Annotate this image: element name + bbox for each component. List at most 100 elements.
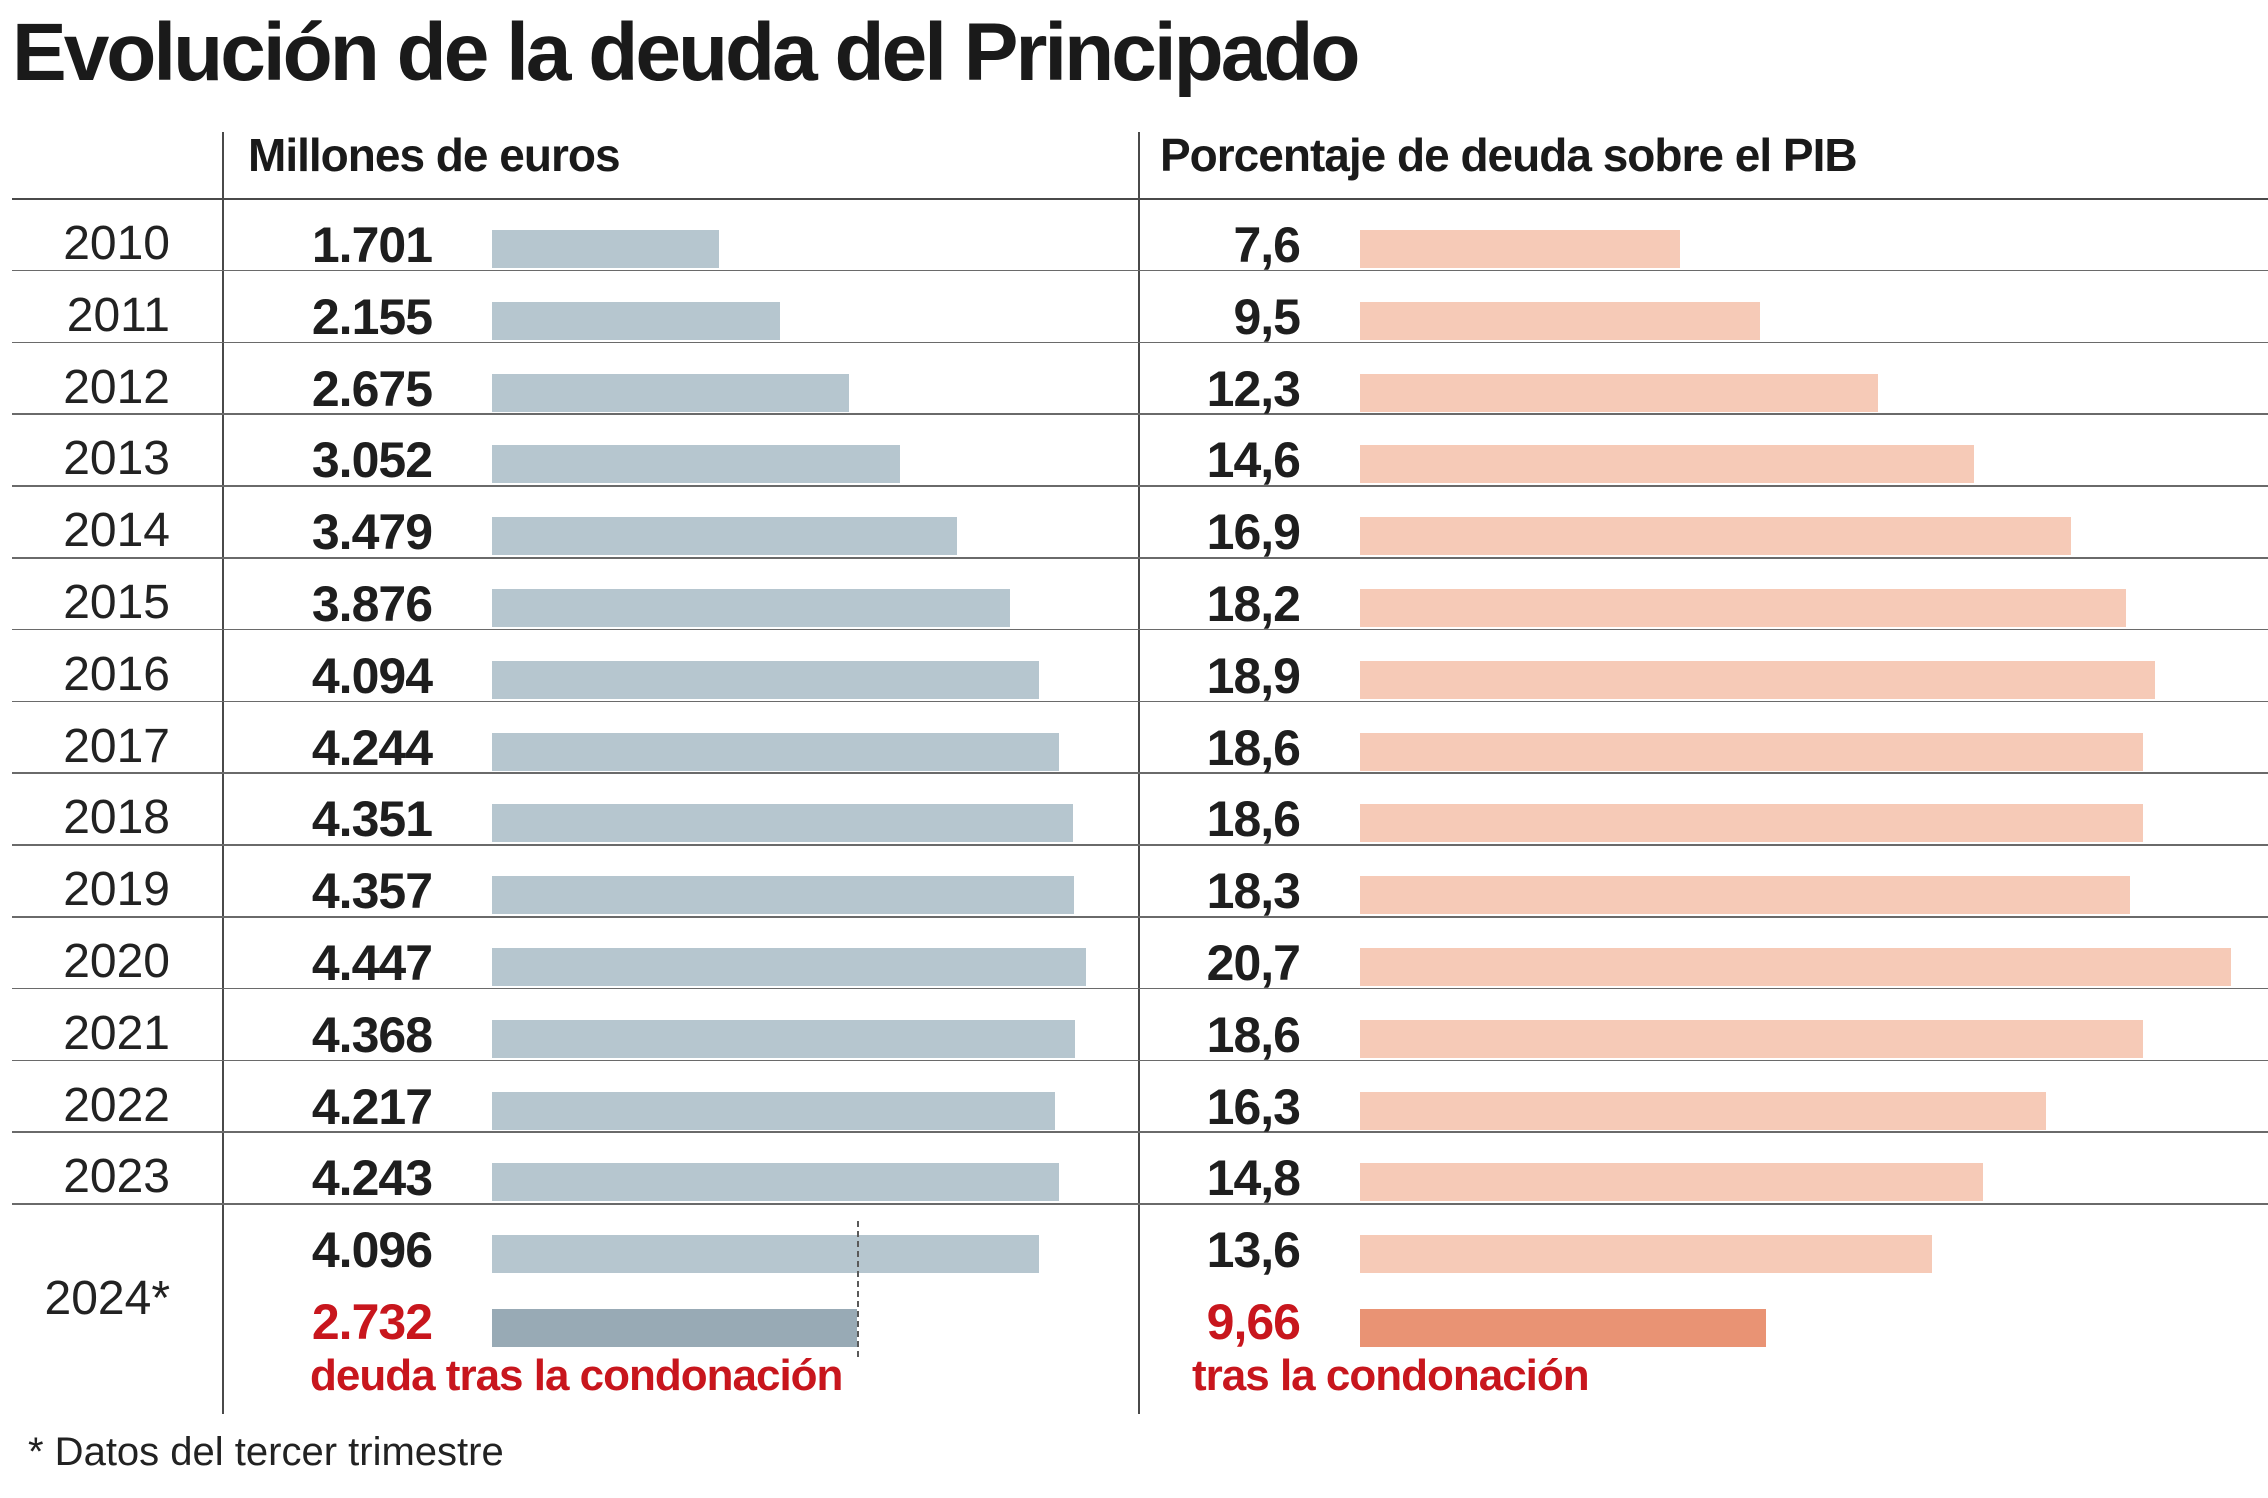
debt-bar bbox=[492, 948, 1086, 986]
debt-after-note: deuda tras la condonación bbox=[310, 1351, 843, 1401]
year-label: 2012 bbox=[63, 360, 170, 414]
debt-bar bbox=[492, 732, 1059, 771]
debt-reference-line bbox=[856, 1221, 859, 1358]
year-label: 2014 bbox=[63, 504, 170, 558]
debt-value-label: 4.094 bbox=[311, 647, 433, 704]
pct-value-label: 18,6 bbox=[1206, 1006, 1301, 1063]
pct-bar bbox=[1360, 589, 2126, 627]
debt-bar bbox=[492, 876, 1074, 915]
debt-after-value-label: 2.732 bbox=[311, 1294, 433, 1351]
debt-value-label: 4.368 bbox=[311, 1006, 433, 1063]
pct-bar bbox=[1360, 445, 1975, 484]
debt-bar bbox=[492, 445, 900, 484]
row-separator bbox=[12, 1059, 2268, 1062]
footnote: * Datos del tercer trimestre bbox=[28, 1430, 504, 1474]
row-separator bbox=[12, 485, 2268, 487]
row-separator bbox=[12, 987, 2268, 990]
pct-bar bbox=[1360, 1163, 1983, 1202]
row-separator bbox=[12, 916, 2268, 918]
debt-value-label: 1.701 bbox=[311, 217, 433, 273]
debt-bar bbox=[492, 804, 1074, 843]
row-separator bbox=[12, 557, 2268, 559]
debt-bar bbox=[492, 301, 780, 340]
pct-bar bbox=[1360, 1235, 1933, 1274]
pct-bar bbox=[1360, 732, 2143, 771]
debt-bar bbox=[492, 1235, 1040, 1274]
row-separator bbox=[12, 700, 2268, 703]
pct-value-label: 9,5 bbox=[1233, 288, 1301, 345]
pct-after-note: tras la condonación bbox=[1192, 1351, 1590, 1401]
debt-column-header: Millones de euros bbox=[248, 129, 621, 181]
pct-value-label: 18,9 bbox=[1206, 647, 1301, 704]
pct-value-label: 18,2 bbox=[1206, 576, 1301, 632]
debt-value-label: 4.217 bbox=[311, 1078, 433, 1135]
year-label: 2018 bbox=[63, 791, 170, 845]
pct-bar bbox=[1360, 301, 1760, 340]
pct-bar bbox=[1360, 660, 2156, 699]
pct-value-label: 14,8 bbox=[1206, 1150, 1301, 1207]
year-label: 2019 bbox=[63, 863, 170, 917]
pct-value-label: 16,9 bbox=[1206, 504, 1301, 561]
year-label: 2016 bbox=[63, 647, 170, 701]
year-label: 2022 bbox=[63, 1078, 170, 1132]
debt-value-label: 3.052 bbox=[311, 432, 433, 489]
year-label: 2021 bbox=[63, 1006, 170, 1060]
row-separator bbox=[12, 628, 2268, 631]
pct-bar bbox=[1360, 1019, 2143, 1058]
row-separator bbox=[12, 269, 2268, 272]
row-separator bbox=[12, 1203, 2268, 1205]
row-separator bbox=[12, 772, 2268, 774]
year-label: 2015 bbox=[63, 576, 170, 629]
debt-bar bbox=[492, 1163, 1059, 1202]
debt-value-label: 3.876 bbox=[311, 576, 433, 632]
pct-bar bbox=[1360, 517, 2072, 556]
header-rule bbox=[12, 198, 2268, 200]
pct-bar bbox=[1360, 230, 1680, 268]
row-separator bbox=[12, 1131, 2268, 1133]
debt-bar bbox=[492, 230, 720, 268]
debt-after-bar bbox=[492, 1309, 857, 1348]
debt-value-label: 4.447 bbox=[311, 935, 433, 991]
pct-bar bbox=[1360, 876, 2130, 915]
year-label: 2011 bbox=[66, 288, 170, 342]
debt-bar bbox=[492, 517, 957, 556]
row-separator bbox=[12, 413, 2268, 415]
debt-bar bbox=[492, 1091, 1056, 1130]
pct-value-label: 13,6 bbox=[1206, 1222, 1301, 1279]
pct-value-label: 12,3 bbox=[1206, 360, 1301, 417]
year-label: 2023 bbox=[63, 1150, 170, 1204]
pct-value-label: 16,3 bbox=[1206, 1078, 1301, 1135]
debt-value-label: 4.096 bbox=[311, 1222, 433, 1279]
pct-value-label: 20,7 bbox=[1206, 935, 1301, 991]
debt-value-label: 4.357 bbox=[311, 863, 433, 920]
chart-title: Evolución de la deuda del Principado bbox=[12, 7, 1360, 98]
debt-value-label: 4.244 bbox=[311, 719, 433, 776]
row-separator bbox=[12, 341, 2268, 344]
debt-bar bbox=[492, 660, 1039, 699]
year-label: 2013 bbox=[63, 432, 170, 486]
pct-value-label: 7,6 bbox=[1233, 217, 1301, 273]
pct-value-label: 18,6 bbox=[1206, 791, 1301, 848]
debt-value-label: 4.351 bbox=[311, 791, 433, 848]
debt-value-label: 2.675 bbox=[311, 360, 433, 417]
pct-bar bbox=[1360, 373, 1878, 412]
pct-after-bar bbox=[1360, 1309, 1767, 1348]
pct-bar bbox=[1360, 804, 2143, 843]
debt-bar bbox=[492, 373, 850, 412]
year-label: 2010 bbox=[63, 217, 170, 270]
row-separator bbox=[12, 844, 2268, 846]
year-label: 2024* bbox=[44, 1272, 170, 1326]
debt-bar bbox=[492, 589, 1010, 627]
debt-value-label: 4.243 bbox=[311, 1150, 433, 1207]
pct-value-label: 14,6 bbox=[1206, 432, 1301, 489]
pct-value-label: 18,6 bbox=[1206, 719, 1301, 776]
pct-bar bbox=[1360, 948, 2231, 986]
debt-value-label: 3.479 bbox=[311, 504, 433, 561]
year-label: 2020 bbox=[63, 935, 170, 988]
debt-bar bbox=[492, 1019, 1076, 1058]
pct-bar bbox=[1360, 1091, 2046, 1130]
year-label: 2017 bbox=[63, 719, 170, 773]
debt-value-label: 2.155 bbox=[311, 288, 433, 345]
pct-value-label: 18,3 bbox=[1206, 863, 1301, 920]
